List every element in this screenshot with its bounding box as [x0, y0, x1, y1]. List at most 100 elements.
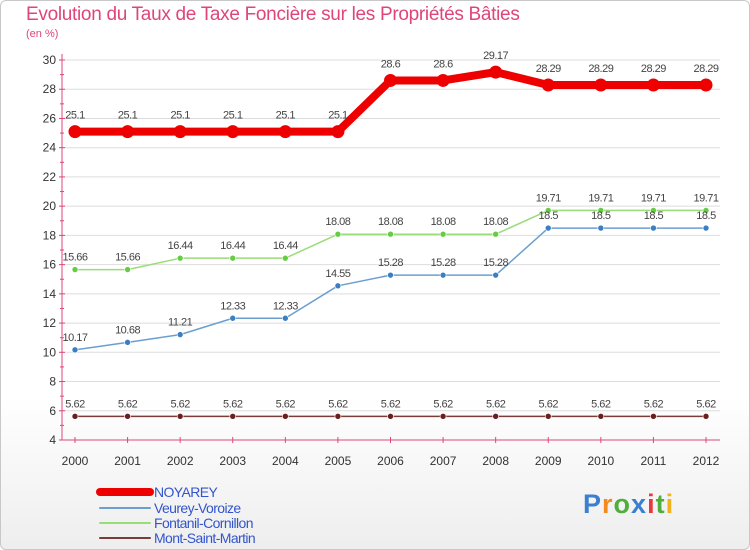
logo-letter: i [647, 489, 656, 519]
data-point [387, 230, 394, 238]
logo-letter: P [583, 489, 603, 519]
x-tick-label: 2012 [693, 454, 720, 468]
x-tick-label: 2008 [482, 454, 509, 468]
data-point [702, 413, 710, 420]
data-point [702, 207, 710, 214]
data-label: 19.71 [693, 192, 718, 204]
data-point [541, 78, 555, 92]
data-label: 25.1 [276, 110, 296, 122]
y-tick-label: 30 [43, 53, 57, 67]
data-point [699, 78, 713, 92]
y-tick-label: 18 [43, 228, 57, 242]
data-label: 18.5 [539, 210, 559, 222]
data-label: 15.66 [62, 252, 87, 264]
data-label: 15.28 [483, 257, 508, 269]
data-label: 11.21 [168, 317, 193, 329]
data-label: 16.44 [168, 240, 193, 252]
data-label: 25.1 [118, 110, 138, 122]
data-point [544, 224, 552, 232]
data-point [71, 346, 79, 354]
data-label: 25.1 [328, 110, 348, 122]
data-label: 29.17 [483, 50, 508, 62]
data-label: 16.44 [220, 240, 245, 252]
data-point [124, 339, 131, 346]
data-label: 5.62 [433, 398, 453, 410]
data-point [489, 65, 503, 79]
y-tick-label: 28 [43, 82, 57, 96]
x-tick-label: 2011 [641, 454, 667, 468]
legend-label: NOYAREY [154, 484, 218, 500]
data-point [439, 271, 447, 279]
x-tick-label: 2000 [62, 454, 89, 468]
x-tick-label: 2004 [272, 454, 299, 468]
data-label: 15.28 [431, 257, 456, 269]
data-point [278, 125, 292, 139]
x-tick-label: 2010 [587, 454, 614, 468]
x-tick-label: 2009 [535, 454, 562, 468]
data-point [650, 413, 657, 420]
data-label: 5.62 [223, 398, 243, 410]
logo-letter: o [613, 489, 632, 519]
data-point [544, 207, 552, 214]
y-tick-label: 16 [43, 258, 57, 272]
data-label: 5.62 [118, 398, 138, 410]
data-label: 5.62 [65, 398, 85, 410]
y-tick-label: 4 [49, 433, 56, 447]
data-label: 28.29 [693, 63, 718, 75]
x-tick-label: 2003 [219, 454, 246, 468]
data-label: 18.5 [591, 210, 611, 222]
data-point [334, 230, 342, 238]
data-label: 12.33 [273, 300, 298, 312]
data-label: 28.29 [588, 63, 613, 75]
data-point [176, 254, 184, 262]
y-tick-label: 20 [43, 199, 57, 213]
logo-letter: t [655, 489, 666, 519]
x-tick-label: 2005 [325, 454, 352, 468]
y-tick-label: 26 [43, 111, 57, 125]
data-label: 5.62 [539, 398, 559, 410]
legend-label: Veurey-Voroize [154, 500, 241, 516]
data-label: 28.6 [433, 58, 453, 70]
logo-letter: r [602, 489, 614, 519]
data-label: 18.08 [483, 216, 508, 228]
data-point [646, 78, 660, 92]
data-point [334, 413, 342, 420]
data-point [597, 207, 605, 214]
data-point [176, 331, 184, 338]
data-label: 12.33 [220, 300, 245, 312]
data-point [71, 413, 79, 420]
data-label: 14.55 [325, 268, 350, 280]
data-point [492, 271, 499, 279]
logo-letter: i [665, 489, 675, 519]
data-point [387, 413, 394, 420]
y-tick-label: 10 [43, 345, 57, 359]
chart-title: Evolution du Taux de Taxe Foncière sur l… [26, 4, 520, 25]
data-label: 19.71 [588, 192, 613, 204]
data-point [176, 413, 184, 420]
data-label: 5.62 [591, 398, 611, 410]
y-tick-label: 14 [43, 287, 57, 301]
data-label: 10.68 [115, 324, 140, 336]
data-point [226, 125, 240, 139]
y-tick-label: 24 [43, 141, 57, 155]
data-label: 5.62 [170, 398, 190, 410]
legend-label: Fontanil-Cornillon [154, 515, 253, 531]
data-label: 28.29 [641, 63, 666, 75]
data-label: 25.1 [223, 110, 243, 122]
data-point [121, 125, 135, 139]
legend-label: Mont-Saint-Martin [154, 530, 255, 546]
data-point [702, 224, 710, 232]
data-label: 5.62 [276, 398, 296, 410]
data-point [68, 125, 82, 139]
data-point [650, 224, 657, 232]
data-point [594, 78, 608, 92]
data-label: 18.08 [431, 216, 456, 228]
data-point [492, 413, 499, 420]
proxiti-logo: Proxiti [583, 489, 674, 520]
data-point [597, 224, 605, 232]
data-label: 19.71 [536, 192, 561, 204]
y-tick-label: 12 [43, 316, 57, 330]
y-tick-label: 6 [49, 404, 56, 418]
data-point [387, 271, 394, 279]
